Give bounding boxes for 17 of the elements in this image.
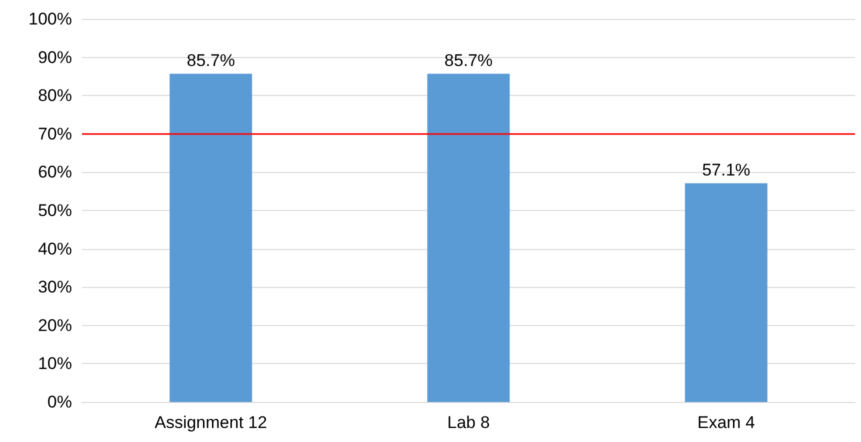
y-tick-label: 70%: [38, 124, 72, 144]
y-tick-label: 30%: [38, 278, 72, 297]
y-tick-label: 10%: [38, 354, 72, 374]
y-tick-label: 100%: [28, 10, 72, 28]
x-tick-label: Assignment 12: [154, 413, 268, 432]
y-tick-label: 80%: [38, 86, 72, 106]
x-tick-label: Exam 4: [697, 413, 755, 432]
data-label: 85.7%: [444, 50, 493, 70]
y-tick-label: 50%: [38, 201, 72, 220]
y-tick-label: 0%: [47, 392, 72, 412]
y-tick-label: 60%: [38, 162, 72, 182]
y-tick-label: 20%: [38, 316, 72, 335]
x-tick-label: Lab 8: [447, 413, 490, 432]
data-label: 85.7%: [186, 50, 235, 70]
data-label: 57.1%: [702, 160, 750, 180]
y-tick-label: 90%: [38, 48, 72, 67]
y-tick-label: 40%: [38, 239, 72, 258]
